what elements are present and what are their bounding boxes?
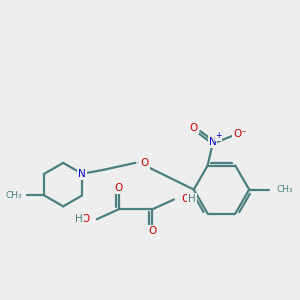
Text: CH₃: CH₃ — [277, 185, 293, 194]
Text: H: H — [75, 214, 83, 224]
Text: O⁻: O⁻ — [233, 129, 247, 139]
Text: H: H — [188, 194, 196, 205]
Text: N: N — [209, 137, 216, 147]
Text: O: O — [148, 226, 156, 236]
Text: CH₃: CH₃ — [5, 191, 22, 200]
Text: N: N — [78, 169, 86, 179]
Text: O: O — [82, 214, 90, 224]
Text: O: O — [140, 158, 149, 168]
Text: O: O — [190, 123, 198, 133]
Text: +: + — [215, 131, 222, 140]
Text: O: O — [181, 194, 189, 205]
Text: O: O — [115, 183, 123, 193]
